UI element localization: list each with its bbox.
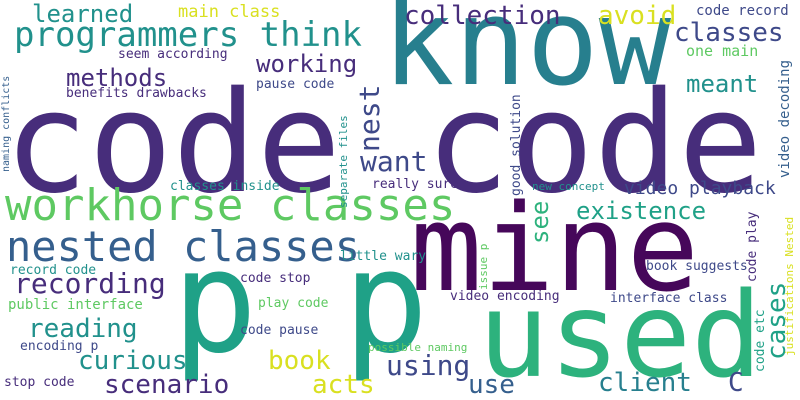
word-possible-naming: possible naming	[368, 341, 468, 354]
word-pause-code: pause code	[256, 77, 335, 92]
word-code-play: code play	[745, 211, 760, 282]
word-interface-class: interface class	[610, 291, 728, 306]
word-learned: learned	[32, 0, 134, 28]
word-main-class: main class	[178, 2, 281, 22]
word-separate-files: separate files	[337, 115, 350, 208]
word-used: used	[478, 266, 763, 400]
word-want: want	[360, 145, 428, 178]
word-reading: reading	[28, 314, 138, 344]
word-code-pause: code pause	[240, 323, 319, 338]
word-video-encoding: video encoding	[450, 289, 560, 304]
word-workhorse-classes: workhorse classes	[5, 180, 456, 231]
word-using: using	[386, 349, 471, 382]
word-video-playback: video playback	[624, 178, 776, 199]
word-justifications-nested: justifications Nested	[783, 216, 796, 356]
word-recording: recording	[14, 267, 166, 300]
word-curious: curious	[78, 346, 188, 376]
word-avoid: avoid	[598, 1, 677, 31]
word-one-main: one main	[686, 42, 759, 60]
word-code-etc: code etc	[753, 309, 768, 372]
word-nested-classes: nested classes	[6, 222, 361, 271]
word-seem-according: seem according	[118, 47, 228, 62]
word-little-wary: little wary	[340, 249, 427, 264]
word-record-code: record code	[10, 263, 97, 278]
word-see: see	[526, 200, 554, 244]
word-benefits-drawbacks: benefits drawbacks	[66, 86, 207, 101]
word-acts: acts	[312, 370, 375, 400]
word-code-stop: code stop	[240, 271, 311, 286]
word-know: know	[382, 0, 671, 113]
word-meant: meant	[686, 70, 759, 98]
word-existence: existence	[576, 197, 707, 225]
word-programmers-think: programmers think	[14, 15, 362, 55]
word-stop-code: stop code	[4, 375, 75, 390]
word-issue-p: issue p	[477, 243, 490, 290]
word-methods: methods	[66, 64, 168, 92]
word-classes-inside: classes inside	[170, 179, 280, 194]
word-code-code: code code	[4, 62, 763, 225]
word-video-decoding: video decoding	[777, 59, 793, 178]
word-good-solution: good solution	[509, 94, 524, 196]
word-naming-conflicts: naming conflicts	[1, 75, 12, 172]
word-mine: mine	[410, 180, 699, 319]
word-c: C	[728, 368, 744, 398]
word-book-suggests: book suggests	[646, 259, 748, 274]
word-code-record: code record	[696, 3, 789, 19]
word-encoding-p: encoding p	[20, 339, 99, 354]
word-book: book	[268, 346, 331, 376]
word-really-sure: really sure	[372, 177, 459, 192]
word-use: use	[468, 370, 515, 400]
word-classes: classes	[674, 18, 784, 48]
word-collection: collection	[404, 1, 561, 31]
word-client: client	[598, 368, 692, 398]
word-public-interface: public interface	[8, 297, 143, 313]
word-nest: nest	[353, 84, 386, 152]
word-play-code: play code	[258, 296, 329, 311]
word-scenario: scenario	[104, 370, 230, 400]
word-working: working	[256, 50, 358, 78]
word-new-concept: new concept	[532, 180, 605, 193]
word-p-p: p p	[172, 220, 429, 385]
